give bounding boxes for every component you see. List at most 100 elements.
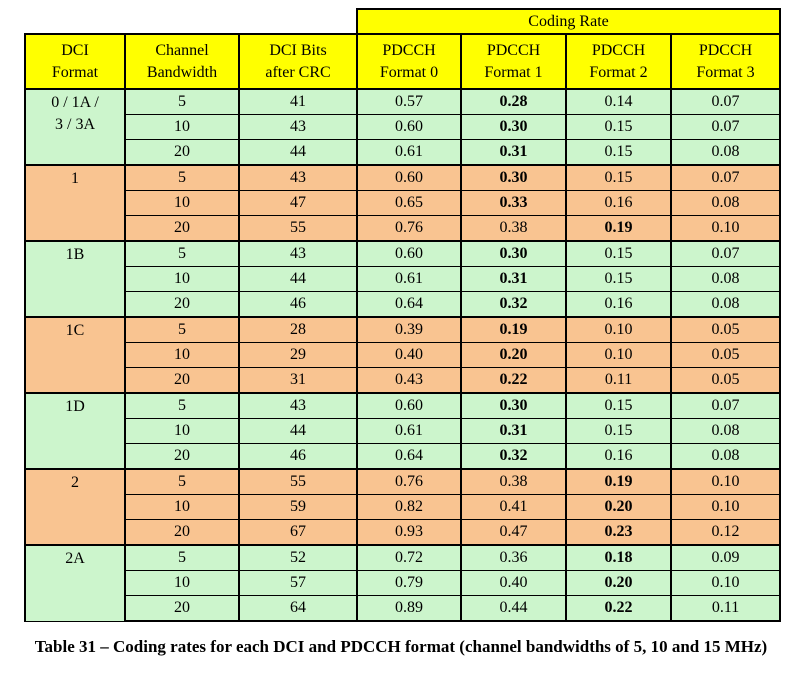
column-header-pdcch-format-0: PDCCH Format 0	[356, 33, 463, 90]
rate-cell-pdcch-format-1: 0.32	[460, 291, 568, 318]
table-row: 2A 5 52 0.72 0.36 0.18 0.09	[24, 544, 782, 622]
rate-cell-pdcch-format-1: 0.22	[460, 367, 568, 394]
dci-bits-cell: 67	[237, 519, 359, 546]
rate-cell-pdcch-format-2: 0.18	[565, 544, 673, 571]
rate-cell-pdcch-format-3: 0.10	[670, 468, 782, 495]
table-row: 10 44 0.61 0.31 0.15 0.08	[25, 266, 782, 292]
rate-cell-pdcch-format-1: 0.30	[460, 114, 568, 140]
table-row: 20 44 0.61 0.31 0.15 0.08	[25, 139, 782, 166]
rate-cell-pdcch-format-1: 0.31	[460, 418, 568, 444]
rate-cell-pdcch-format-1: 0.19	[460, 316, 568, 343]
rate-cell-pdcch-format-0: 0.72	[356, 544, 463, 571]
rate-cell-pdcch-format-1: 0.31	[460, 139, 568, 166]
dci-bits-cell: 43	[237, 164, 359, 191]
rate-cell-pdcch-format-1: 0.36	[460, 544, 568, 571]
rate-cell-pdcch-format-0: 0.76	[356, 215, 463, 242]
channel-bandwidth-cell: 20	[124, 139, 240, 166]
rate-cell-pdcch-format-3: 0.05	[670, 367, 782, 394]
rate-cell-pdcch-format-1: 0.41	[460, 494, 568, 520]
rate-cell-pdcch-format-3: 0.07	[670, 240, 782, 267]
dci-format-cell: 1C	[24, 316, 126, 394]
rate-cell-pdcch-format-2: 0.15	[565, 240, 673, 267]
channel-bandwidth-cell: 5	[124, 164, 240, 191]
column-header-pdcch-format-1: PDCCH Format 1	[460, 33, 568, 90]
rate-cell-pdcch-format-0: 0.79	[356, 570, 463, 596]
channel-bandwidth-cell: 20	[124, 291, 240, 318]
channel-bandwidth-cell: 20	[124, 519, 240, 546]
dci-bits-cell: 44	[237, 139, 359, 166]
rate-cell-pdcch-format-3: 0.08	[670, 443, 782, 470]
dci-bits-cell: 46	[237, 291, 359, 318]
dci-bits-cell: 28	[237, 316, 359, 343]
rate-cell-pdcch-format-3: 0.07	[670, 164, 782, 191]
rate-cell-pdcch-format-2: 0.14	[565, 88, 673, 115]
channel-bandwidth-cell: 20	[124, 443, 240, 470]
dci-format-cell: 2A	[24, 544, 126, 622]
rate-cell-pdcch-format-1: 0.38	[460, 468, 568, 495]
table-body: 0 / 1A / 3 / 3A 5 41 0.57 0.28 0.14 0.07 10 43 0.…	[24, 88, 782, 622]
coding-rates-table: Coding Rate DCI Format Channel Bandwidth…	[24, 8, 782, 622]
rate-cell-pdcch-format-2: 0.15	[565, 266, 673, 292]
channel-bandwidth-cell: 10	[124, 266, 240, 292]
rate-cell-pdcch-format-3: 0.11	[670, 595, 782, 622]
dci-bits-cell: 44	[237, 418, 359, 444]
column-header-row: DCI Format Channel Bandwidth DCI Bits af…	[24, 33, 782, 90]
rate-cell-pdcch-format-2: 0.20	[565, 494, 673, 520]
rate-cell-pdcch-format-3: 0.08	[670, 190, 782, 216]
rate-cell-pdcch-format-0: 0.61	[356, 139, 463, 166]
rate-cell-pdcch-format-2: 0.10	[565, 342, 673, 368]
channel-bandwidth-cell: 10	[124, 494, 240, 520]
channel-bandwidth-cell: 10	[124, 114, 240, 140]
rate-cell-pdcch-format-3: 0.08	[670, 418, 782, 444]
rate-cell-pdcch-format-3: 0.08	[670, 139, 782, 166]
column-header-channel-bandwidth: Channel Bandwidth	[124, 33, 240, 90]
rate-cell-pdcch-format-2: 0.15	[565, 114, 673, 140]
rate-cell-pdcch-format-3: 0.08	[670, 291, 782, 318]
rate-cell-pdcch-format-3: 0.09	[670, 544, 782, 571]
rate-cell-pdcch-format-1: 0.32	[460, 443, 568, 470]
rate-cell-pdcch-format-2: 0.19	[565, 215, 673, 242]
dci-bits-cell: 57	[237, 570, 359, 596]
table-row: 2 5 55 0.76 0.38 0.19 0.10	[24, 468, 782, 546]
dci-bits-cell: 43	[237, 392, 359, 419]
channel-bandwidth-cell: 5	[124, 316, 240, 343]
table-row: 10 43 0.60 0.30 0.15 0.07	[25, 114, 782, 140]
rate-cell-pdcch-format-3: 0.05	[670, 316, 782, 343]
table-row: 20 46 0.64 0.32 0.16 0.08	[25, 443, 782, 470]
channel-bandwidth-cell: 10	[124, 570, 240, 596]
column-header-dci-format: DCI Format	[24, 33, 126, 90]
rate-cell-pdcch-format-0: 0.76	[356, 468, 463, 495]
table-row: 1D 5 43 0.60 0.30 0.15 0.07	[24, 392, 782, 470]
rate-cell-pdcch-format-1: 0.47	[460, 519, 568, 546]
column-header-pdcch-format-2: PDCCH Format 2	[565, 33, 673, 90]
dci-format-cell: 2	[24, 468, 126, 546]
dci-bits-cell: 64	[237, 595, 359, 622]
rate-cell-pdcch-format-2: 0.15	[565, 418, 673, 444]
coding-rate-header: Coding Rate	[356, 8, 782, 35]
rate-cell-pdcch-format-2: 0.10	[565, 316, 673, 343]
rate-cell-pdcch-format-2: 0.16	[565, 443, 673, 470]
rate-cell-pdcch-format-3: 0.07	[670, 88, 782, 115]
channel-bandwidth-cell: 20	[124, 367, 240, 394]
rate-cell-pdcch-format-1: 0.30	[460, 164, 568, 191]
table-caption: Table 31 – Coding rates for each DCI and…	[34, 637, 768, 656]
rate-cell-pdcch-format-0: 0.93	[356, 519, 463, 546]
rate-cell-pdcch-format-3: 0.10	[670, 215, 782, 242]
rate-cell-pdcch-format-2: 0.22	[565, 595, 673, 622]
rate-cell-pdcch-format-0: 0.61	[356, 418, 463, 444]
rate-cell-pdcch-format-0: 0.39	[356, 316, 463, 343]
rate-cell-pdcch-format-3: 0.07	[670, 392, 782, 419]
channel-bandwidth-cell: 5	[124, 392, 240, 419]
channel-bandwidth-cell: 5	[124, 544, 240, 571]
rate-cell-pdcch-format-2: 0.19	[565, 468, 673, 495]
rate-cell-pdcch-format-0: 0.65	[356, 190, 463, 216]
rate-cell-pdcch-format-1: 0.28	[460, 88, 568, 115]
rate-cell-pdcch-format-1: 0.30	[460, 392, 568, 419]
rate-cell-pdcch-format-1: 0.40	[460, 570, 568, 596]
rate-cell-pdcch-format-0: 0.40	[356, 342, 463, 368]
dci-bits-cell: 59	[237, 494, 359, 520]
rate-cell-pdcch-format-3: 0.10	[670, 570, 782, 596]
rate-cell-pdcch-format-2: 0.16	[565, 190, 673, 216]
dci-bits-cell: 29	[237, 342, 359, 368]
dci-bits-cell: 55	[237, 215, 359, 242]
